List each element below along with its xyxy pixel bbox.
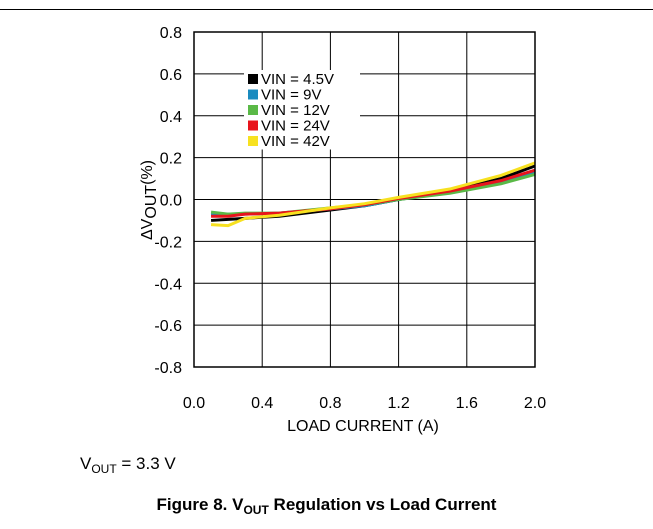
legend-swatch-1 (248, 89, 258, 100)
line-chart: 0.80.60.40.20.0-0.2-0.4-0.6-0.8 0.0 0.4 0.… (139, 25, 546, 435)
legend-swatch-2 (248, 105, 258, 115)
legend-swatch-4 (248, 136, 258, 146)
y-tick-label: -0.2 (154, 234, 182, 251)
y-tick-labels: 0.8 0.6 0.4 0.2 0.0 -0.2 -0.4 -0.6 -0.8 (154, 25, 182, 377)
x-axis-label: LOAD CURRENT (A) (287, 418, 439, 435)
y-tick-label: 0.4 (160, 109, 182, 126)
figure-caption: Figure 8. VOUT Regulation vs Load Curren… (156, 495, 497, 517)
legend-label-1: VIN = 9V (261, 87, 321, 104)
legend-swatch-0 (248, 74, 258, 84)
series-line-4 (210, 161, 536, 228)
output-voltage-note: VOUT = 3.3 V (80, 454, 176, 476)
legend-label-0: VIN = 4.5V (261, 71, 334, 88)
x-tick-label: 0.0 (183, 395, 205, 412)
x-tick-labels: 0.0 0.4 0.8 1.2 1.6 2.0 (183, 395, 546, 412)
y-axis-label: ΔVOUT(%) (139, 160, 160, 240)
x-tick-label: 1.6 (456, 395, 478, 412)
y-tick-label: -0.6 (154, 318, 182, 335)
legend-swatch-3 (248, 120, 258, 131)
legend-label-4: VIN = 42V (261, 133, 330, 150)
legend-background (244, 70, 360, 150)
series-line-3 (211, 168, 536, 218)
x-tick-label: 0.4 (251, 395, 273, 412)
y-tick-label: -0.4 (154, 276, 182, 293)
y-tick-label: 0.2 (160, 151, 182, 168)
y-tick-label: 0.8 (160, 25, 182, 42)
header-rule (0, 9, 653, 10)
legend-label-3: VIN = 24V (261, 118, 330, 135)
x-tick-label: 1.2 (387, 395, 409, 412)
y-tick-label: -0.8 (154, 360, 182, 377)
y-tick-label: 0.6 (160, 67, 182, 84)
legend-label-2: VIN = 12V (261, 102, 330, 119)
x-tick-label: 0.8 (319, 395, 341, 412)
y-tick-label: 0.0 (160, 193, 182, 210)
plot-frame (193, 31, 536, 368)
chart-series (210, 161, 536, 228)
x-tick-label: 2.0 (524, 395, 546, 412)
